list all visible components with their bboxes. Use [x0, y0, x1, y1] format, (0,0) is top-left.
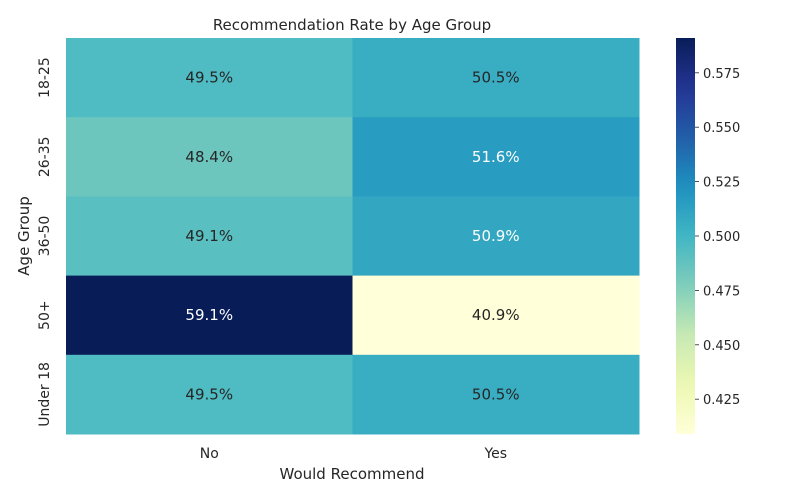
- colorbar-tick-label: 0.425: [703, 393, 740, 408]
- cell-annotation: 49.5%: [185, 69, 233, 87]
- y-tick-labels: 18-25 26-35 36-50 50+ Under 18: [37, 57, 53, 426]
- cell-annotation: 51.6%: [472, 148, 520, 166]
- colorbar-tick-label: 0.500: [703, 230, 740, 245]
- colorbar-ticks: 0.425 0.450 0.475 0.500 0.525 0.550 0.575: [695, 67, 740, 408]
- y-tick-label: 26-35: [37, 136, 53, 177]
- heatmap-cell: [66, 354, 353, 435]
- y-tick-label: 36-50: [37, 216, 53, 257]
- x-tick-label: Yes: [483, 446, 507, 462]
- cell-annotation: 49.5%: [185, 385, 233, 403]
- heatmap-cell: [66, 275, 353, 356]
- cell-annotation: 50.5%: [472, 69, 520, 87]
- colorbar: [676, 38, 695, 434]
- x-tick-label: No: [200, 446, 219, 462]
- heatmap-cell: [352, 196, 640, 277]
- y-axis-label: Age Group: [15, 196, 33, 275]
- colorbar-tick-label: 0.450: [703, 339, 740, 354]
- cell-annotation: 50.9%: [472, 227, 520, 245]
- heatmap-cell: [66, 38, 353, 118]
- chart-title: Recommendation Rate by Age Group: [213, 16, 491, 34]
- y-tick-label: 18-25: [37, 57, 53, 98]
- heatmap-cell: [352, 354, 640, 435]
- cell-annotation: 59.1%: [185, 306, 233, 324]
- colorbar-tick-label: 0.550: [703, 121, 740, 136]
- heatmap-cell: [352, 275, 640, 356]
- cell-annotation: 49.1%: [185, 227, 233, 245]
- heatmap-cell: [66, 196, 353, 277]
- colorbar-tick-label: 0.575: [703, 67, 740, 82]
- cell-annotation: 48.4%: [185, 148, 233, 166]
- cell-annotation: 40.9%: [472, 306, 520, 324]
- x-axis-label: Would Recommend: [280, 465, 425, 483]
- y-tick-label: 50+: [37, 300, 53, 330]
- heatmap-cells: 49.5% 50.5% 48.4% 51.6% 49.1% 50.9% 59.1% 40.9%…: [66, 38, 640, 435]
- cell-annotation: 50.5%: [472, 385, 520, 403]
- heatmap-cell: [66, 117, 353, 197]
- colorbar-tick-label: 0.475: [703, 284, 740, 299]
- heatmap-cell: [352, 117, 640, 197]
- colorbar-tick-label: 0.525: [703, 176, 740, 191]
- x-tick-labels: No Yes: [200, 446, 507, 462]
- heatmap-cell: [352, 38, 640, 118]
- y-tick-label: Under 18: [37, 362, 53, 427]
